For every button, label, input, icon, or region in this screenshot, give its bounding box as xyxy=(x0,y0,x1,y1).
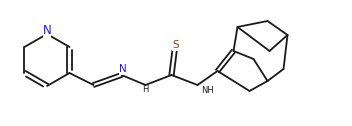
Text: N: N xyxy=(43,24,51,37)
Text: NH: NH xyxy=(201,86,214,95)
Text: N: N xyxy=(119,65,126,74)
Text: H: H xyxy=(142,86,149,94)
Text: S: S xyxy=(172,40,179,51)
